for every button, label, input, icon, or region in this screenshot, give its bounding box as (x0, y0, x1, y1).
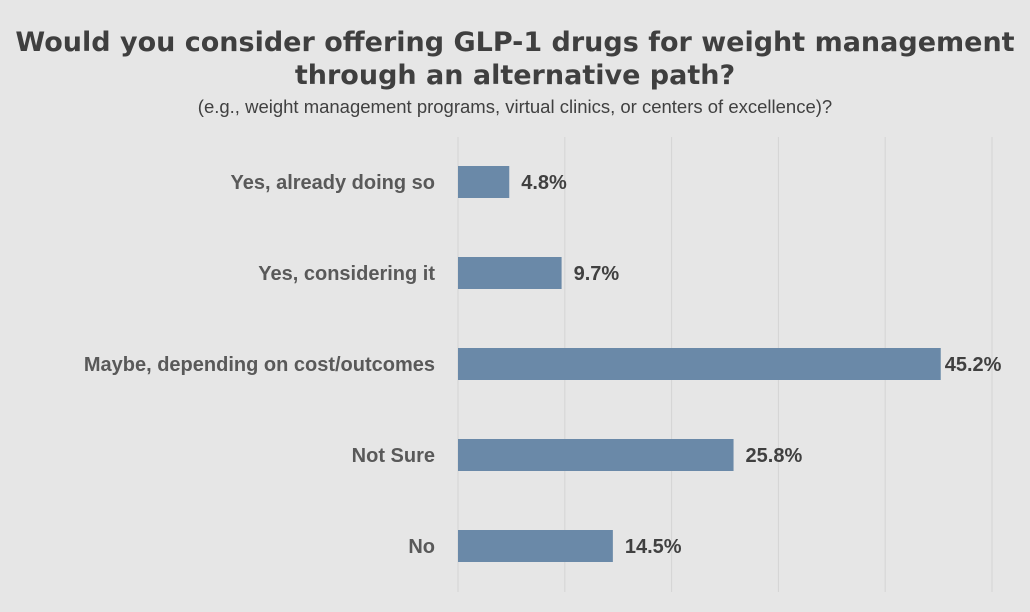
category-label: Yes, already doing so (230, 172, 435, 194)
category-label: Maybe, depending on cost/outcomes (84, 354, 435, 376)
data-label: 25.8% (746, 445, 803, 467)
data-label: 4.8% (521, 172, 567, 194)
category-label: No (408, 536, 435, 558)
bar (458, 348, 941, 380)
data-label: 9.7% (574, 263, 620, 285)
data-label: 14.5% (625, 536, 682, 558)
bar (458, 166, 510, 198)
bar (458, 530, 613, 562)
bar (458, 257, 562, 289)
data-label: 45.2% (945, 354, 1002, 376)
bar (458, 439, 734, 471)
category-label: Not Sure (352, 445, 435, 467)
chart-title: Would you consider offering GLP-1 drugs … (15, 27, 1015, 91)
category-label: Yes, considering it (258, 263, 435, 285)
chart-subtitle: (e.g., weight management programs, virtu… (197, 96, 833, 117)
